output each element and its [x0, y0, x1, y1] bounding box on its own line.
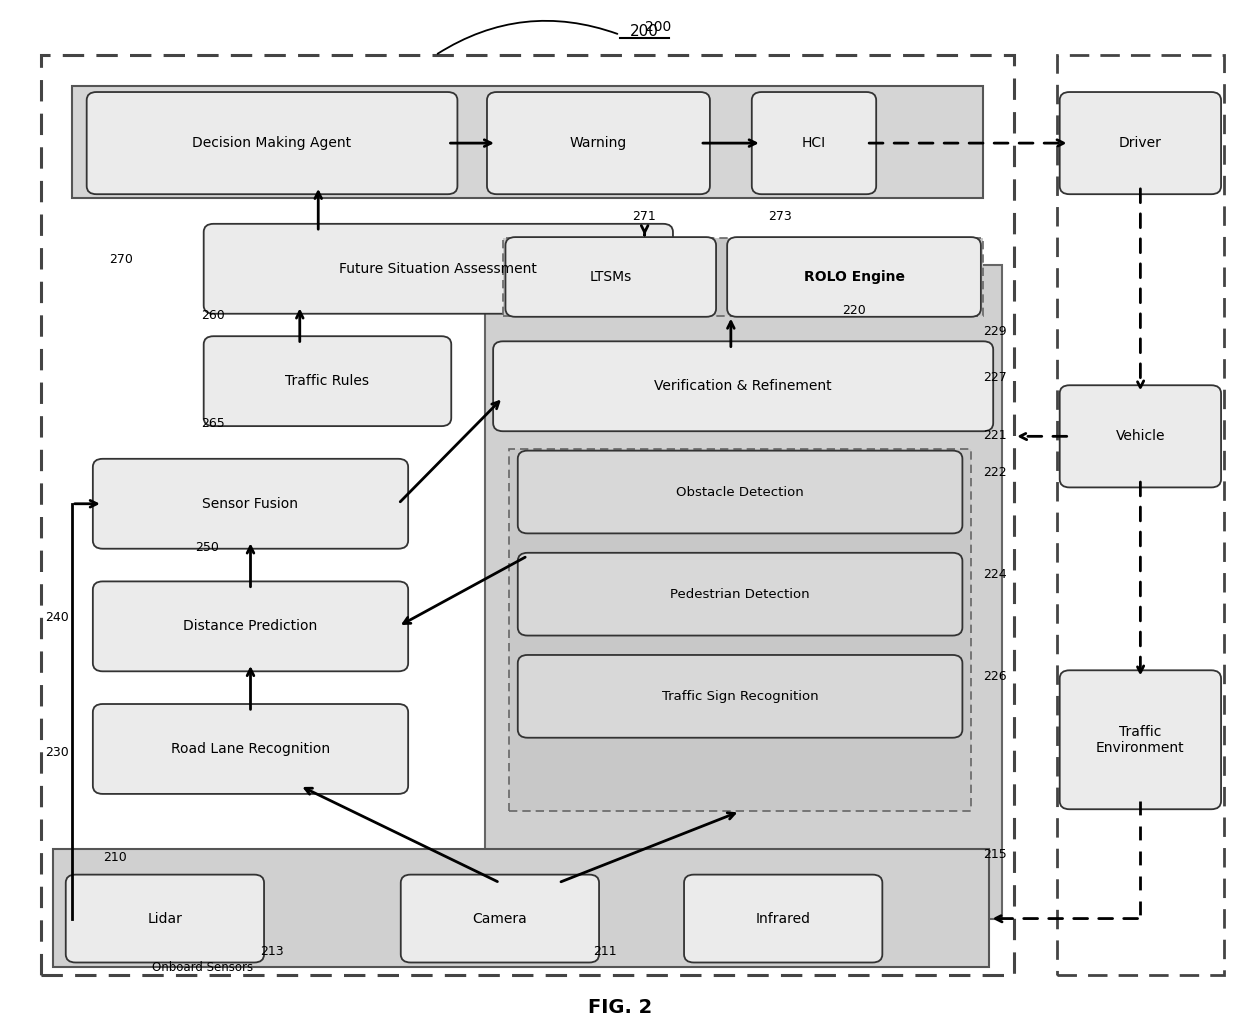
Text: Infrared: Infrared: [755, 912, 811, 926]
Text: 211: 211: [593, 945, 616, 958]
FancyBboxPatch shape: [93, 581, 408, 672]
Text: Camera: Camera: [472, 912, 527, 926]
FancyBboxPatch shape: [518, 451, 962, 534]
Text: Lidar: Lidar: [148, 912, 182, 926]
FancyBboxPatch shape: [203, 336, 451, 426]
Text: 226: 226: [983, 670, 1007, 683]
Text: Verification & Refinement: Verification & Refinement: [655, 379, 832, 393]
FancyBboxPatch shape: [87, 92, 458, 195]
Text: 229: 229: [983, 324, 1007, 338]
Text: 200: 200: [630, 25, 660, 39]
FancyBboxPatch shape: [1060, 385, 1221, 487]
Text: Road Lane Recognition: Road Lane Recognition: [171, 742, 330, 756]
Text: 215: 215: [983, 848, 1007, 861]
FancyBboxPatch shape: [518, 655, 962, 737]
Text: 222: 222: [983, 466, 1007, 479]
FancyBboxPatch shape: [727, 237, 981, 317]
Text: Traffic Rules: Traffic Rules: [285, 374, 370, 388]
Text: HCI: HCI: [802, 136, 826, 150]
Text: Vehicle: Vehicle: [1116, 430, 1166, 443]
Text: 273: 273: [768, 210, 791, 224]
FancyBboxPatch shape: [203, 224, 673, 314]
Text: 213: 213: [260, 945, 284, 958]
FancyBboxPatch shape: [503, 238, 983, 316]
Text: Traffic Sign Recognition: Traffic Sign Recognition: [662, 690, 818, 702]
Text: Distance Prediction: Distance Prediction: [184, 619, 317, 633]
Text: Future Situation Assessment: Future Situation Assessment: [340, 262, 537, 276]
FancyBboxPatch shape: [93, 705, 408, 794]
Text: 250: 250: [195, 541, 219, 554]
FancyBboxPatch shape: [53, 849, 990, 966]
Text: Decision Making Agent: Decision Making Agent: [192, 136, 352, 150]
FancyBboxPatch shape: [506, 237, 715, 317]
Text: Traffic
Environment: Traffic Environment: [1096, 725, 1184, 755]
Text: 230: 230: [45, 746, 68, 758]
Text: Warning: Warning: [570, 136, 627, 150]
FancyBboxPatch shape: [494, 341, 993, 432]
Text: 240: 240: [45, 611, 68, 624]
Text: Onboard Sensors: Onboard Sensors: [153, 961, 253, 974]
FancyBboxPatch shape: [401, 874, 599, 962]
Text: Sensor Fusion: Sensor Fusion: [202, 496, 299, 511]
FancyBboxPatch shape: [510, 449, 971, 812]
Text: Driver: Driver: [1118, 136, 1162, 150]
Text: Pedestrian Detection: Pedestrian Detection: [671, 588, 810, 600]
Text: 271: 271: [632, 210, 656, 224]
FancyBboxPatch shape: [93, 458, 408, 549]
Text: 227: 227: [983, 371, 1007, 383]
FancyBboxPatch shape: [66, 874, 264, 962]
Text: 270: 270: [109, 253, 133, 266]
FancyBboxPatch shape: [518, 553, 962, 636]
Text: 200: 200: [645, 20, 671, 34]
FancyBboxPatch shape: [1060, 92, 1221, 195]
Text: 221: 221: [983, 428, 1007, 442]
FancyBboxPatch shape: [684, 874, 883, 962]
FancyBboxPatch shape: [485, 265, 1002, 919]
Text: 224: 224: [983, 568, 1007, 581]
FancyBboxPatch shape: [487, 92, 711, 195]
FancyBboxPatch shape: [1060, 671, 1221, 810]
Text: ROLO Engine: ROLO Engine: [804, 270, 904, 284]
FancyBboxPatch shape: [751, 92, 877, 195]
Text: 220: 220: [842, 304, 866, 317]
Text: 265: 265: [201, 416, 224, 430]
Text: LTSMs: LTSMs: [590, 270, 632, 284]
Text: 260: 260: [201, 309, 224, 322]
Text: FIG. 2: FIG. 2: [588, 998, 652, 1017]
Text: 210: 210: [103, 851, 126, 864]
FancyBboxPatch shape: [72, 85, 983, 199]
Text: Obstacle Detection: Obstacle Detection: [676, 485, 804, 499]
